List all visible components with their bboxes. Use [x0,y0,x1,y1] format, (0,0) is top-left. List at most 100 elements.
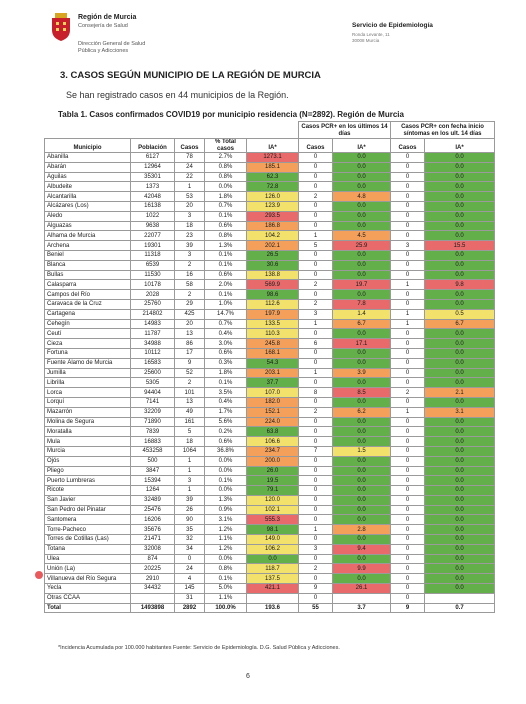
cell-municipio: Moratalla [44,426,131,438]
cell-poblacion: 10178 [130,279,175,291]
cell-casos-sintomas: 1 [390,406,425,418]
cell-casos-14: 0 [298,181,333,193]
cell-casos-14: 1 [298,318,333,330]
table-row: Ojós 500 1 0.0% 200.0 0 0.0 0 0.0 [44,455,495,467]
cell-casos: 1 [174,465,205,477]
cell-municipio: Lorquí [44,396,131,408]
cell-poblacion: 34432 [130,583,175,594]
cell-ia-sintomas: 0.0 [424,367,495,379]
cell-ia-14: 0.0 [332,514,391,526]
cell-municipio: Totana [44,543,131,555]
cell-poblacion: 214802 [130,308,175,320]
cell-casos-sintomas: 0 [390,573,425,585]
cell-municipio: Alhama de Murcia [44,230,131,242]
table-row: Cartagena 214802 425 14.7% 197.9 3 1.4 1 0.5 [44,308,495,320]
cell-casos-14: 0 [298,465,333,477]
cell-pct-total: 2.0% [204,279,247,291]
cell-casos: 101 [174,387,205,398]
cell-pct-total: 0.8% [204,230,247,242]
cell-pct-total: 0.1% [204,377,247,389]
cell-casos-sintomas: 0 [390,494,425,506]
header-casos: Casos [174,138,205,153]
address-line2: 30008 Murcia [352,38,380,43]
cell-ia-sintomas: 0.0 [424,583,495,594]
cell-casos-sintomas: 0 [390,191,425,202]
header-municipio: Municipio [44,138,131,153]
cell-casos: 35 [174,524,205,536]
cell-municipio: Ojós [44,455,131,467]
cell-pct-total: 0.7% [204,200,247,212]
cell-casos-14: 1 [298,230,333,242]
table-row: Totana 32008 34 1.2% 106.2 3 9.4 0 0.0 [44,543,495,555]
cell-casos-14: 2 [298,191,333,202]
cell-pct-total: 5.6% [204,416,247,428]
cell-casos: 3 [174,210,205,222]
cell-poblacion: 22077 [130,230,175,242]
cell-casos-sintomas: 0 [390,259,425,271]
cell-municipio: Murcia [44,445,131,457]
cell-municipio: Jumilla [44,367,131,379]
cell-municipio: Lorca [44,387,131,398]
cell-casos-14: 2 [298,279,333,291]
cell-municipio: Puerto Lumbreras [44,475,131,487]
cell-municipio: Bullas [44,269,131,281]
org-department: Consejería de Salud [78,23,128,29]
cell-pct-total: 1.1% [204,534,247,545]
table-row: Archena 19301 39 1.3% 202.1 5 25.9 3 15.5 [44,240,495,251]
cell-ia-14: 9.9 [332,563,391,575]
cell-ia: 0.0 [246,553,299,565]
cell-ia-sintomas: 0.0 [424,347,495,359]
cell-ia-sintomas: 0.0 [424,465,495,477]
table-row: Unión (La) 20225 24 0.8% 118.7 2 9.9 0 0.0 [44,563,495,575]
cell-ia-14: 7.8 [332,298,391,310]
cell-casos: 29 [174,298,205,310]
cell-ia-14: 0.0 [332,485,391,496]
cell-ia-14 [332,592,391,604]
cell-ia: 149.0 [246,534,299,545]
header-casos-14: Casos [298,138,333,153]
table-row: Alhama de Murcia 22077 23 0.8% 104.2 1 4.5 0 0.0 [44,230,495,242]
cell-casos-14: 0 [298,171,333,183]
cell-casos: 145 [174,583,205,594]
org-header: Región de Murcia Consejería de Salud Dir… [50,12,230,62]
cell-ia: 197.9 [246,308,299,320]
cell-ia: 19.5 [246,475,299,487]
cell-casos: 53 [174,191,205,202]
cell-ia: 79.1 [246,485,299,496]
table-row: Aledo 1022 3 0.1% 293.5 0 0.0 0 0.0 [44,210,495,222]
table-row: Santomera 16206 90 3.1% 555.3 0 0.0 0 0.0 [44,514,495,526]
cell-ia-14: 4.8 [332,191,391,202]
cell-casos: 39 [174,240,205,251]
cell-casos: 2 [174,259,205,271]
cell-municipio: Yecla [44,583,131,594]
cell-casos-14: 6 [298,338,333,349]
cell-pct-total: 1.2% [204,543,247,555]
cell-municipio: Torres de Cotillas (Las) [44,534,131,545]
cell-ia: 569.9 [246,279,299,291]
table-row: Librilla 5305 2 0.1% 37.7 0 0.0 0 0.0 [44,377,495,389]
cell-poblacion: 94404 [130,387,175,398]
cell-poblacion: 16583 [130,357,175,369]
table-row: Aguilas 35301 22 0.8% 62.3 0 0.0 0 0.0 [44,171,495,183]
cell-municipio: Pliego [44,465,131,477]
cell-ia-sintomas: 0.0 [424,181,495,193]
cell-casos-14: 0 [298,259,333,271]
cell-casos: 49 [174,406,205,418]
cell-ia-14: 0.0 [332,210,391,222]
cell-pct-total: 2.7% [204,152,247,163]
cell-poblacion: 1264 [130,485,175,496]
cell-municipio: Cartagena [44,308,131,320]
cell-municipio: Caravaca de la Cruz [44,298,131,310]
cell-casos-sintomas: 0 [390,328,425,340]
cell-ia: 54.3 [246,357,299,369]
cell-poblacion: 25476 [130,504,175,516]
cell-ia-sintomas: 0.0 [424,249,495,261]
crest-icon [52,13,70,41]
cell-ia: 168.1 [246,347,299,359]
header-group-symptoms14: Casos PCR+ con fecha inicio síntomas en … [390,121,495,139]
cell-casos-sintomas: 0 [390,367,425,379]
cell-pct-total: 36.8% [204,445,247,457]
cell-poblacion [130,592,175,604]
cell-pct-total: 1.3% [204,240,247,251]
table-row: Murcia 453258 1064 36.8% 234.7 7 1.5 0 0.0 [44,445,495,457]
